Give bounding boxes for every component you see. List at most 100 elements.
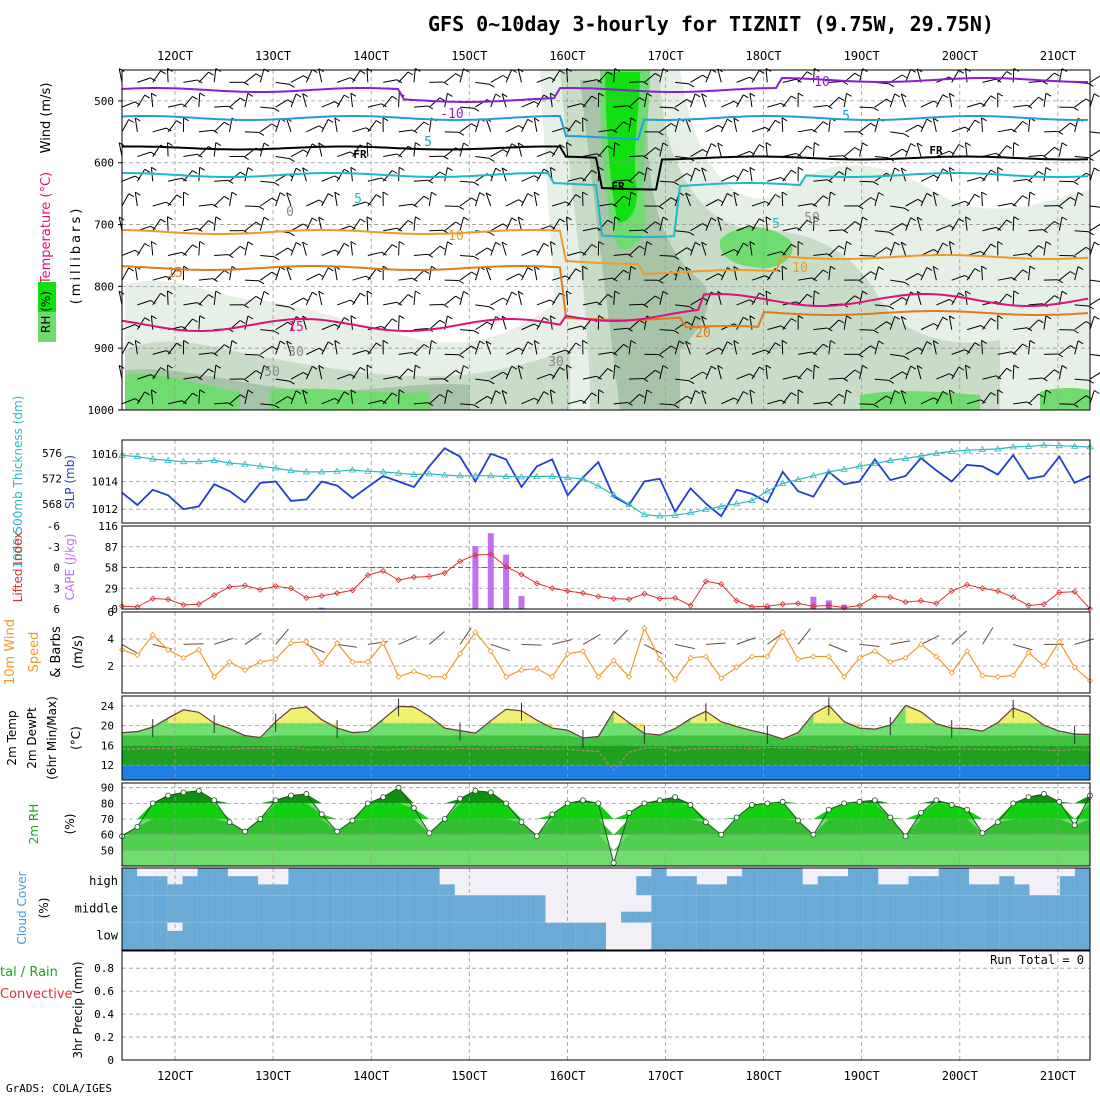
wind-barb-flag [343,94,350,99]
wind-barb [318,68,323,83]
wind-barb-flag [627,253,633,258]
wind-barb-flag [575,119,581,124]
wind-barb [214,179,229,182]
wind-barb [765,290,768,305]
wind-barb-flag [942,316,949,321]
wind-barb-flag [702,148,708,153]
rh-legend-swatch-bright [38,282,56,312]
wind-barb-flag [271,123,278,128]
wind-barb [690,242,696,256]
wind-barb [290,75,304,83]
rh-marker [810,831,817,838]
wind-y-tick: 4 [107,633,114,646]
wind-barb [536,299,551,306]
thickness-marker [256,462,264,469]
wind-barb [965,365,968,380]
lifted-index-marker [933,600,940,607]
wind-barb-flag [543,391,549,396]
wind-barb [398,93,400,108]
wind-barb [874,340,880,355]
wind-barb-flag [303,297,309,302]
cape-bar [487,533,494,609]
cloud-cell [742,868,758,896]
wind-barb-flag [814,216,820,221]
cloud-cell [409,895,425,923]
cloud-cell [636,911,652,923]
wind-barb [997,128,1012,133]
lifted-index-marker [779,601,786,608]
wind-barb [1028,319,1039,330]
wind-barb-flag [1029,339,1036,344]
wind-barb-flag [701,93,707,98]
rh-marker [364,800,371,807]
wind-barb [1012,195,1023,207]
wind-barb-flag [822,269,829,274]
cloud-cell [243,922,259,950]
wind-barb [275,118,281,132]
top-x-tick-label: 17OCT [647,49,683,63]
wind-barb [398,389,400,404]
wind-barb [350,241,353,256]
upper-air-y-tick: 800 [94,280,114,293]
wind-barb [321,101,335,108]
wind-barb [505,143,513,157]
cloud-cell [424,922,441,950]
bottom-x-tick-label: 19OCT [844,1069,880,1083]
wind-barb-flag [286,340,292,345]
wind-barb-flag [566,364,572,369]
lifted-index-marker [625,596,633,603]
wind-speed-marker [841,673,848,680]
wind-barb [198,167,201,182]
cloud-cell [651,922,667,950]
wind-barb [1074,246,1087,256]
wind-barb-flag [1061,364,1068,369]
wind-barb-flag [365,275,372,280]
wind-barb [997,277,1012,281]
wind-barb [797,71,808,83]
wind-barb [874,266,880,281]
wind-barb [874,192,880,207]
wind-barb [859,197,871,207]
wind-barb [782,392,792,405]
wind-barb-flag [160,367,166,371]
wind-barb-flag [990,169,997,174]
lifted-index-marker [334,590,341,597]
wind-barb-flag [239,245,246,250]
wind-barb-flag [382,117,389,122]
wind-barb [398,220,409,232]
wind-barb [198,203,213,207]
wind-barb-flag [1006,293,1012,298]
cloud-cell [802,922,819,950]
wind-barb-flag [208,71,214,76]
wind-barb-flag [167,290,173,295]
lifted-index-marker [257,586,264,593]
wind-barb-flag [797,389,804,394]
surface-wind-barb [337,643,357,648]
wind-barb [521,119,529,133]
lifted-index-marker [180,601,187,608]
wind-barb [859,216,863,231]
wind-barb-flag [639,171,645,176]
wind-barb [1089,353,1100,357]
cloud-cell [333,922,350,950]
wind-barb-flag [1073,106,1079,111]
wind-barb [859,271,871,281]
wind-barb-flag [212,129,218,134]
temp-axis-label-4: (°C) [69,726,83,750]
cloud-cell [848,868,864,896]
wind-barb [736,373,750,380]
wind-barb-flag [873,181,879,186]
wind-barb-flag [639,97,645,102]
lifted-index-marker [564,587,571,595]
wind-barb-flag [933,266,939,270]
cloud-cell [227,895,244,923]
cloud-cell [258,895,274,923]
wind-barb [1028,96,1039,108]
wind-barb [782,375,797,380]
wind-barb-flag [1038,319,1044,324]
surface-wind-barb [1074,638,1095,645]
cloud-cell [545,922,562,950]
wind-barb [782,95,792,108]
wind-barb [749,167,753,182]
rh-marker [518,819,525,826]
